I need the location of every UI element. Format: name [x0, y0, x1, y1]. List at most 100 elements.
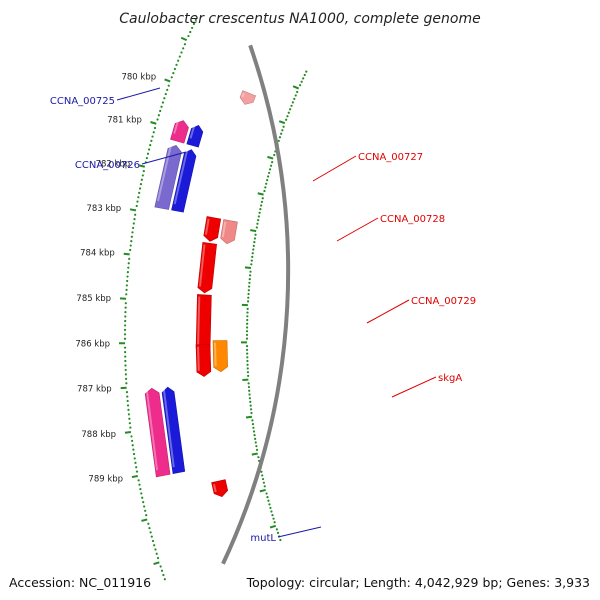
outer-ring-dot — [251, 422, 255, 426]
gene-label[interactable]: CCNA_00726 — [75, 160, 140, 171]
outer-ring-dot — [259, 208, 262, 211]
inner-ring-dot — [162, 573, 165, 577]
gene-label[interactable]: mutL — [250, 533, 276, 544]
inner-ring-dot — [123, 337, 127, 340]
inner-ring-dot — [149, 144, 152, 147]
gene-label-leader — [312, 155, 357, 182]
gene-arrow-highlight — [212, 483, 217, 493]
map-title: Caulobacter crescentus NA1000, complete … — [119, 11, 480, 27]
tick-label: 789 kbp — [88, 475, 123, 485]
gene-label[interactable]: CCNA_00728 — [380, 214, 445, 225]
inner-ring-dot — [130, 240, 133, 243]
inner-ring-dot — [123, 328, 127, 331]
gene-arrow[interactable] — [195, 344, 212, 377]
inner-ring-dot — [137, 196, 140, 199]
gene-label[interactable]: CCNA_00725 — [50, 96, 115, 107]
gene-label[interactable]: CCNA_00727 — [358, 152, 423, 163]
inner-ring-major-tick — [129, 208, 137, 212]
gene-arrow[interactable] — [197, 241, 217, 294]
inner-ring-dot — [142, 501, 145, 504]
outer-ring-dot — [262, 481, 265, 484]
gene-label-leader — [366, 299, 410, 324]
outer-ring-dot — [263, 485, 266, 488]
inner-ring-dot — [157, 114, 160, 117]
inner-ring-dot — [124, 351, 127, 354]
outer-ring-dot — [246, 318, 249, 322]
outer-ring-dot — [266, 179, 269, 182]
gene-features — [144, 90, 257, 498]
gene-arrow[interactable] — [186, 125, 204, 148]
outer-ring-dot — [247, 296, 250, 299]
inner-ring-dot — [135, 204, 138, 208]
outer-ring-dot — [248, 278, 251, 281]
inner-ring-dot — [136, 200, 139, 203]
inner-ring-dot — [159, 109, 162, 113]
outer-ring-dot — [247, 385, 251, 389]
outer-ring-dot — [260, 470, 263, 473]
inner-ring-dot — [187, 34, 190, 38]
gene-label-leader — [116, 87, 161, 101]
outer-ring-dot — [246, 348, 249, 351]
inner-ring-dot — [173, 67, 177, 71]
outer-ring-dot — [248, 397, 251, 400]
inner-ring-dot — [149, 531, 152, 534]
outer-ring-dot — [266, 496, 269, 499]
gene-arrow[interactable] — [171, 149, 197, 213]
inner-ring-dot — [125, 382, 128, 385]
inner-ring-dot — [161, 101, 165, 104]
gene-arrow[interactable] — [211, 479, 229, 498]
inner-ring-dot — [124, 355, 127, 358]
outer-ring-dot — [245, 337, 249, 340]
gene-arrow[interactable] — [239, 90, 257, 105]
outer-ring-dot — [249, 270, 252, 273]
inner-ring-dot — [140, 492, 143, 495]
outer-ring-major-tick — [245, 415, 253, 419]
gene-arrow[interactable] — [154, 144, 182, 210]
outer-ring-dot — [290, 104, 293, 107]
inner-ring-major-tick — [153, 561, 160, 566]
inner-ring-dot — [143, 505, 146, 508]
inner-ring-major-tick — [124, 431, 132, 434]
inner-ring-dot — [132, 448, 135, 451]
inner-ring-dot — [124, 324, 127, 327]
inner-ring-dot — [141, 174, 144, 177]
gene-arrow[interactable] — [170, 120, 189, 144]
inner-ring-dot — [152, 131, 155, 134]
gene-arrow[interactable] — [203, 216, 222, 242]
inner-ring-dot — [145, 514, 148, 517]
gene-label[interactable]: skgA — [438, 373, 462, 384]
outer-ring-dot — [246, 307, 249, 310]
outer-ring-dot — [253, 237, 257, 240]
gene-label-leader — [336, 217, 379, 242]
gene-arrow[interactable] — [220, 219, 238, 245]
inner-ring-dot — [182, 47, 185, 50]
inner-ring-major-tick — [138, 164, 146, 168]
inner-ring-dot — [134, 461, 137, 464]
gene-arrow[interactable] — [212, 340, 228, 373]
inner-ring-dot — [150, 139, 153, 142]
outer-ring-dot — [261, 474, 264, 477]
inner-ring-dot — [128, 417, 131, 420]
tick-label: 788 kbp — [81, 430, 116, 440]
gene-arrow-highlight — [145, 390, 159, 471]
gene-label[interactable]: CCNA_00729 — [411, 296, 476, 307]
outer-ring-dot — [245, 345, 249, 348]
inner-ring-dot — [124, 364, 127, 367]
inner-ring-dot — [139, 183, 143, 186]
outer-ring-dot — [268, 168, 272, 171]
inner-ring-dot — [125, 288, 128, 291]
outer-ring-dot — [253, 241, 256, 244]
outer-ring-dot — [293, 97, 296, 100]
outer-ring-dot — [246, 315, 249, 318]
outer-ring-dot — [273, 521, 276, 524]
tick-label: 785 kbp — [76, 294, 111, 304]
inner-ring-dot — [124, 373, 127, 376]
tick-label: 783 kbp — [87, 204, 122, 214]
outer-ring-major-tick — [244, 266, 252, 269]
gene-arrow[interactable] — [161, 386, 186, 475]
gene-arrow[interactable] — [144, 387, 171, 478]
inner-ring-major-tick — [150, 121, 157, 125]
outer-ring-dot — [267, 175, 270, 178]
outer-ring-major-tick — [250, 229, 257, 233]
outer-ring-dot — [249, 274, 252, 277]
